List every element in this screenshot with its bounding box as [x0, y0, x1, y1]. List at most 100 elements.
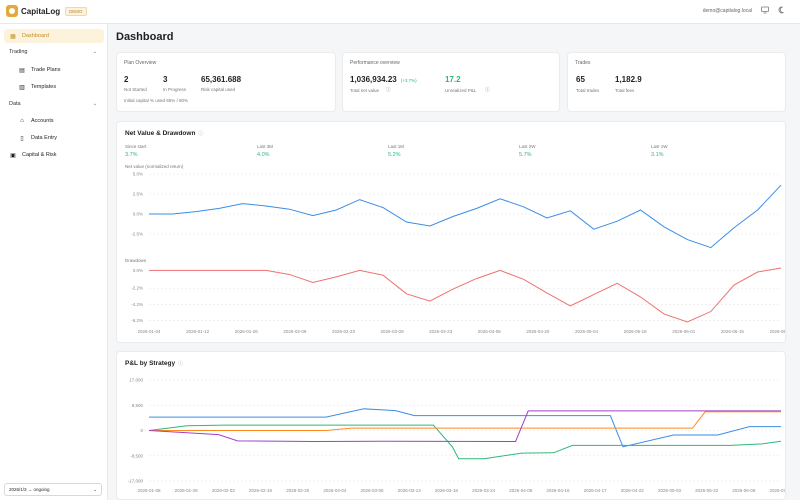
chevron-down-icon[interactable]: ⌄: [92, 49, 97, 55]
app-name: CapitaLog: [21, 7, 61, 16]
x-tick-label: 2026-02-23: [332, 329, 356, 334]
stat-label: Total net value: [350, 88, 380, 93]
nav-item-capital-risk[interactable]: ▣ Capital & Risk: [4, 148, 104, 162]
net-value-card: Net Value & Drawdown ⓘ Since start 3.7% L…: [116, 121, 786, 343]
series-line: [148, 410, 781, 442]
y-tick-label: 17,000: [129, 378, 143, 383]
x-tick-label: 2026-01-26: [235, 329, 259, 334]
nav-item-label: Templates: [31, 84, 57, 90]
stat-value: 2: [124, 75, 129, 84]
period-value: 5.7%: [519, 152, 532, 158]
x-tick-label: 2026-06-15: [721, 329, 745, 334]
y-tick-label: -4.2%: [131, 302, 143, 307]
x-tick-label: 2026-06-29: [769, 329, 785, 334]
stat-label: Total trades: [576, 88, 600, 93]
section-title-text: P&L by Strategy: [125, 360, 176, 367]
info-icon[interactable]: ⓘ: [485, 87, 490, 92]
info-icon[interactable]: ⓘ: [386, 87, 391, 92]
info-icon[interactable]: ⓘ: [178, 361, 184, 367]
section-title: P&L by Strategy ⓘ: [125, 360, 183, 367]
x-tick-label: 2026-06-01: [672, 329, 696, 334]
clipboard-icon: ▤: [19, 67, 25, 74]
chevron-down-icon[interactable]: ⌄: [92, 101, 97, 107]
period-value: 3.1%: [651, 152, 664, 158]
period-label: Last 2W: [519, 144, 536, 149]
trades-card: Trades 65 Total trades 1,182.9 Total fee…: [567, 52, 786, 112]
y-tick-label: 5.0%: [133, 172, 143, 177]
period-value: 3.7%: [125, 152, 138, 158]
y-tick-label: 8,500: [132, 403, 144, 408]
y-tick-label: -2.2%: [131, 286, 143, 291]
nav-item-templates[interactable]: ▥ Templates: [4, 80, 104, 94]
bank-icon: ⌂: [20, 118, 24, 124]
nav-item-label: Trade Plans: [31, 67, 61, 73]
y-axis-label: Drawdown: [125, 258, 147, 263]
top-bar: CapitaLog DEMO demo@capitalog.local: [0, 0, 800, 24]
performance-card: Performance overview 1,036,934.23 (+3.7%)…: [342, 52, 560, 112]
document-icon: ▯: [20, 135, 24, 142]
series-line: [149, 408, 781, 448]
nav-group-trading[interactable]: Trading: [9, 49, 28, 55]
card-title: Plan Overview: [124, 60, 157, 66]
info-icon[interactable]: ⓘ: [198, 131, 204, 137]
nav-item-accounts[interactable]: ⌂ Accounts: [4, 114, 104, 128]
total-net-value-number: 1,036,934.23: [350, 75, 397, 84]
x-tick-label: 2026-03-13: [398, 488, 422, 493]
y-tick-label: 0.0%: [133, 268, 143, 273]
y-tick-label: -8,500: [130, 453, 143, 458]
capital-note: Initial capital % used 65% / 80%: [124, 98, 189, 103]
x-tick-label: 2026-02-02: [212, 488, 236, 493]
x-tick-label: 2026-03-05: [361, 488, 385, 493]
x-tick-label: 2026-03-09: [381, 329, 405, 334]
plan-overview-card: Plan Overview 2 Not Started 3 In Progres…: [116, 52, 336, 112]
series-line: [149, 411, 781, 431]
x-tick-label: 2026-03-23: [429, 329, 453, 334]
x-tick-label: 2026-03-04: [323, 488, 347, 493]
x-tick-label: 2026-05-18: [624, 329, 648, 334]
moon-icon[interactable]: [778, 6, 786, 16]
stat-label: Total fees: [615, 88, 635, 93]
stat-value: 1,182.9: [615, 75, 642, 84]
x-tick-label: 2026-01-04: [137, 329, 161, 334]
x-tick-label: 2026-04-06: [509, 488, 533, 493]
wallet-icon: ▣: [10, 152, 16, 159]
change-badge: (+3.7%): [400, 78, 417, 83]
nav-item-dashboard[interactable]: ▦ Dashboard: [4, 29, 104, 43]
date-range-select[interactable]: 2026/1/3 → ongoing ⌄: [4, 483, 102, 496]
series-line: [149, 184, 782, 249]
stat-value: 3: [163, 75, 168, 84]
stat-value: 65: [576, 75, 585, 84]
x-tick-label: 2026-01-28: [175, 488, 199, 493]
nav-group-data[interactable]: Data: [9, 101, 21, 107]
period-label: Last 3M: [257, 144, 274, 149]
stat-label: Risk capital used: [201, 87, 236, 92]
y-axis-label: Net value (normalized return): [125, 164, 184, 169]
env-badge: DEMO: [65, 7, 87, 16]
user-email[interactable]: demo@capitalog.local: [702, 8, 752, 14]
pnl-chart: 17,000 8,500 0 -8,500 -17,000 2026-01-08 2026-…: [128, 378, 785, 494]
period-label: Since start: [125, 144, 147, 149]
nav-item-label: Accounts: [31, 118, 54, 124]
series-line: [148, 424, 782, 460]
x-tick-label: 2026-04-22: [621, 488, 645, 493]
nav-item-data-entry[interactable]: ▯ Data Entry: [4, 131, 104, 145]
x-tick-label: 2026-03-18: [435, 488, 459, 493]
nav-item-label: Dashboard: [22, 33, 49, 39]
x-tick-label: 2026-04-17: [584, 488, 608, 493]
pnl-card: P&L by Strategy ⓘ 17,000 8,500 0 -8,500 -17,0…: [116, 351, 786, 500]
page-title: Dashboard: [116, 31, 174, 43]
card-title: Trades: [575, 60, 591, 66]
monitor-icon[interactable]: [761, 6, 769, 16]
x-tick-label: 2026-04-06: [478, 329, 502, 334]
stat-label: In Progress: [163, 87, 187, 92]
nav-item-trade-plans[interactable]: ▤ Trade Plans: [4, 63, 104, 77]
y-tick-label: 0: [140, 428, 143, 433]
grid-icon: ▦: [10, 33, 16, 40]
x-tick-label: 2026-07-02: [769, 488, 785, 493]
section-title-text: Net Value & Drawdown: [125, 130, 196, 137]
x-tick-label: 2026-06-08: [732, 488, 756, 493]
y-tick-label: -2.5%: [131, 232, 143, 237]
period-value: 5.2%: [388, 152, 401, 158]
y-tick-label: 0.0%: [133, 212, 143, 217]
total-net-value: 1,036,934.23 (+3.7%): [350, 75, 417, 84]
